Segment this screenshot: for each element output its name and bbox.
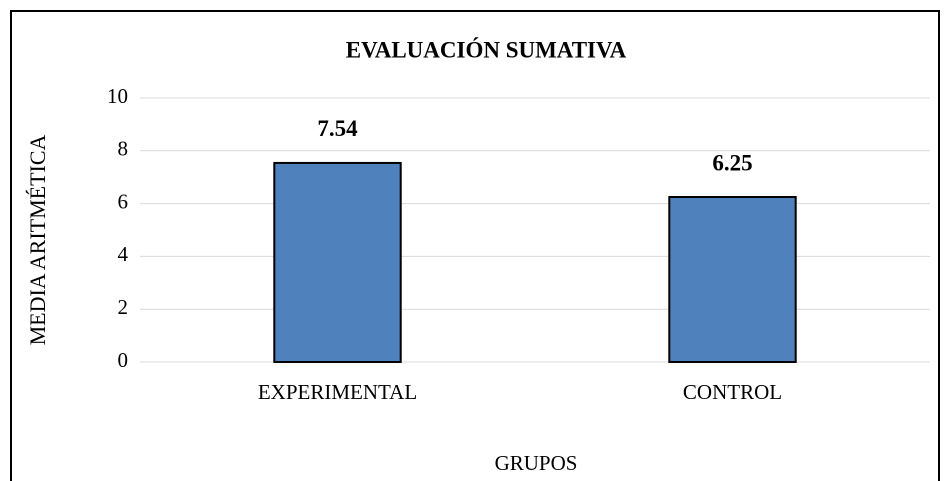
- x-axis-label: GRUPOS: [495, 451, 578, 475]
- bar: [273, 161, 402, 363]
- y-tick-label: 0: [118, 348, 129, 372]
- x-tick-label: EXPERIMENTAL: [258, 380, 417, 404]
- y-tick-label: 8: [118, 137, 129, 161]
- y-axis-label: MEDIA ARITMÉTICA: [25, 134, 50, 345]
- y-tick-label: 10: [107, 84, 128, 108]
- bar: [668, 196, 797, 363]
- chart-title: EVALUACIÓN SUMATIVA: [346, 36, 627, 62]
- chart-border: [10, 10, 940, 481]
- data-label: 7.54: [317, 116, 358, 141]
- y-tick-label: 4: [118, 242, 129, 266]
- y-tick-label: 6: [118, 189, 129, 213]
- x-tick-label: CONTROL: [683, 380, 782, 404]
- y-tick-label: 2: [118, 295, 129, 319]
- data-label: 6.25: [712, 150, 752, 175]
